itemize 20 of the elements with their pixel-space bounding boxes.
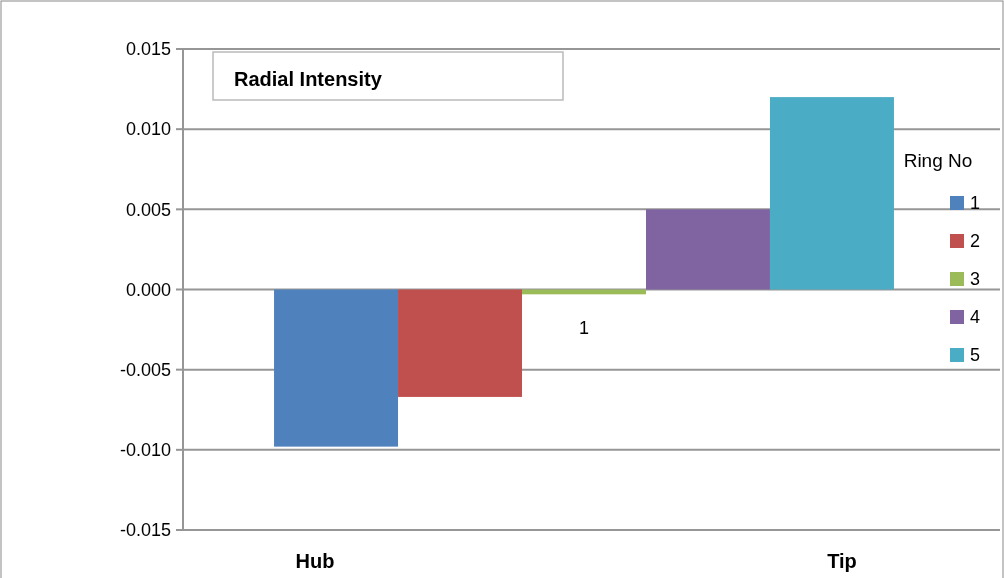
legend-label: 3 [970, 269, 981, 290]
y-tick-label: 0.000 [125, 279, 171, 300]
y-tick-label: -0.005 [119, 359, 171, 380]
y-tick-label: -0.015 [119, 520, 171, 541]
y-tick-label: 0.015 [125, 39, 171, 60]
bar [769, 97, 894, 290]
bar [398, 289, 523, 397]
legend-label: 1 [970, 193, 981, 214]
y-tick-label: 0.010 [125, 119, 171, 140]
y-tick-label: -0.010 [119, 440, 171, 461]
text: Hub [295, 550, 335, 572]
bar [274, 289, 399, 447]
text: Tip [827, 550, 857, 572]
y-tick-label: 0.005 [125, 199, 171, 220]
legend-label: 5 [970, 345, 981, 366]
bar [645, 209, 770, 290]
text: Radial Intensity [234, 68, 383, 90]
legend-title: Ring No [903, 149, 973, 171]
legend-label: 2 [970, 231, 981, 252]
legend-label: 4 [970, 307, 981, 328]
